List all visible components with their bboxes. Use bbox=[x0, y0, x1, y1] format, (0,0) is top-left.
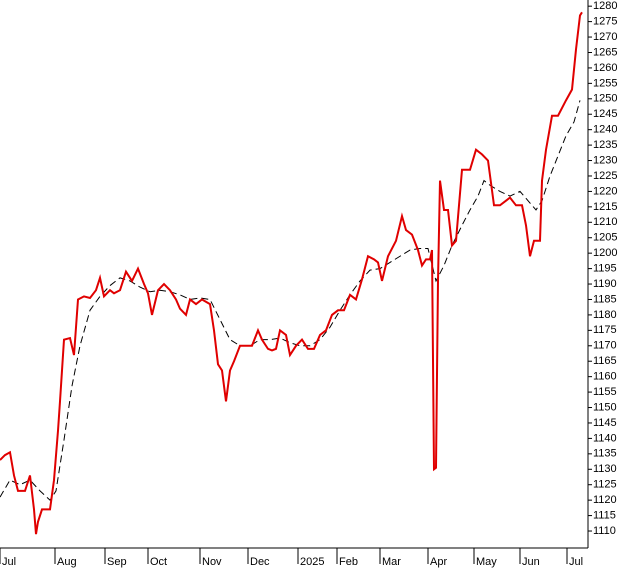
y-tick-label: 1125 bbox=[593, 479, 617, 491]
x-tick-label: Jun bbox=[522, 556, 540, 568]
y-tick-label: 1210 bbox=[593, 216, 617, 228]
y-tick-label: 1145 bbox=[593, 417, 617, 429]
y-tick-label: 1175 bbox=[593, 324, 617, 336]
y-tick-label: 1160 bbox=[593, 371, 617, 383]
y-tick-label: 1120 bbox=[593, 494, 617, 506]
y-tick-label: 1265 bbox=[593, 46, 617, 58]
x-tick-label: Sep bbox=[107, 556, 127, 568]
y-tick-label: 1185 bbox=[593, 293, 617, 305]
y-tick-label: 1245 bbox=[593, 108, 617, 120]
x-tick-label: 2025 bbox=[300, 556, 324, 568]
y-tick-label: 1225 bbox=[593, 170, 617, 182]
y-tick-label: 1205 bbox=[593, 232, 617, 244]
y-tick-label: 1155 bbox=[593, 386, 617, 398]
y-tick-label: 1270 bbox=[593, 31, 617, 43]
x-tick-label: Nov bbox=[202, 556, 222, 568]
x-tick-label: Feb bbox=[339, 556, 358, 568]
y-tick-label: 1260 bbox=[593, 62, 617, 74]
y-tick-label: 1130 bbox=[593, 463, 617, 475]
x-tick-label: Apr bbox=[430, 556, 447, 568]
y-tick-label: 1150 bbox=[593, 401, 617, 413]
y-tick-label: 1220 bbox=[593, 185, 617, 197]
y-tick-label: 1110 bbox=[593, 525, 616, 537]
y-tick-label: 1115 bbox=[593, 509, 616, 521]
y-tick-label: 1275 bbox=[593, 16, 617, 28]
x-tick-label: Mar bbox=[382, 556, 401, 568]
y-tick-label: 1255 bbox=[593, 77, 617, 89]
y-tick-label: 1200 bbox=[593, 247, 617, 259]
price-line bbox=[0, 11, 583, 535]
y-tick-label: 1240 bbox=[593, 124, 617, 136]
y-tick-label: 1195 bbox=[593, 263, 617, 275]
x-tick-label: Oct bbox=[150, 556, 167, 568]
y-tick-label: 1165 bbox=[593, 355, 617, 367]
x-tick-label: Dec bbox=[250, 556, 270, 568]
y-tick-label: 1280 bbox=[593, 0, 617, 12]
y-tick-label: 1215 bbox=[593, 201, 617, 213]
y-tick-label: 1140 bbox=[593, 432, 617, 444]
x-tick-label: Jul bbox=[2, 556, 16, 568]
x-tick-label: May bbox=[476, 556, 497, 568]
y-tick-label: 1170 bbox=[593, 340, 617, 352]
y-tick-label: 1190 bbox=[593, 278, 617, 290]
y-tick-label: 1230 bbox=[593, 154, 617, 166]
y-tick-label: 1250 bbox=[593, 93, 617, 105]
y-tick-label: 1180 bbox=[593, 309, 617, 321]
y-tick-label: 1235 bbox=[593, 139, 617, 151]
x-tick-label: Jul bbox=[569, 556, 583, 568]
x-tick-label: Aug bbox=[57, 556, 77, 568]
y-tick-label: 1135 bbox=[593, 448, 617, 460]
